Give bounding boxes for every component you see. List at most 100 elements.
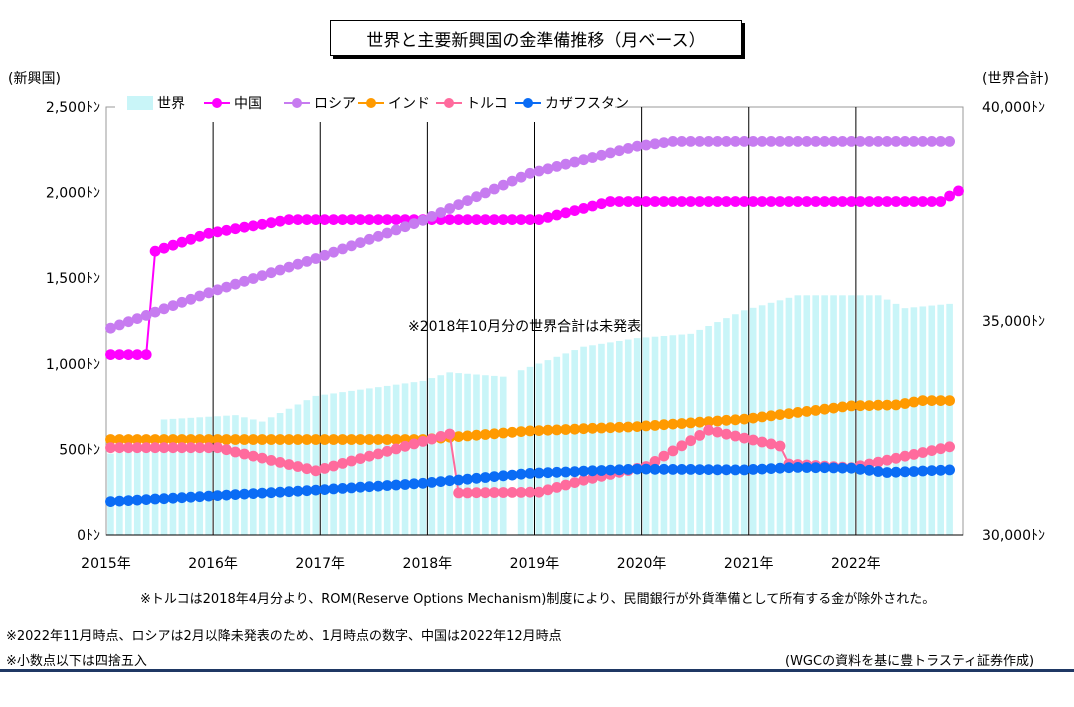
world-bar [892, 303, 900, 535]
china-point [122, 349, 134, 360]
india-point [167, 434, 179, 445]
turkey-point [872, 456, 884, 468]
kazakhstan-point [149, 493, 161, 505]
russia-point [497, 179, 509, 191]
china-point [247, 220, 259, 232]
turkey-point [908, 449, 920, 460]
kazakhstan-point [721, 464, 732, 476]
russia-point [256, 270, 268, 281]
india-point [631, 421, 643, 432]
india-point [319, 434, 331, 445]
kazakhstan-point [944, 464, 955, 476]
kazakhstan-point [462, 473, 473, 485]
world-bar [267, 417, 275, 535]
china-point [310, 214, 322, 226]
china-point [721, 196, 732, 207]
india-point [872, 399, 884, 411]
world-bar [214, 416, 221, 535]
india-point [194, 434, 206, 445]
russia-point [471, 191, 482, 203]
india-point [212, 434, 224, 445]
kazakhstan-point [524, 468, 536, 479]
turkey-point [587, 472, 598, 484]
turkey-point [301, 463, 313, 475]
russia-point [337, 243, 348, 255]
russia-point [506, 175, 518, 187]
india-point [649, 420, 661, 431]
russia-point [230, 278, 241, 290]
world-bar [258, 421, 266, 535]
russia-point [176, 296, 188, 308]
india-point [533, 425, 545, 436]
india-point [158, 434, 170, 445]
china-point [506, 214, 518, 226]
india-point [613, 421, 625, 433]
china-point [640, 196, 652, 207]
india-point [738, 413, 750, 425]
turkey-point [408, 438, 420, 450]
turkey-point [676, 440, 688, 452]
kazakhstan-point [863, 464, 875, 476]
russia-point [667, 136, 679, 147]
world-bar [571, 350, 578, 535]
world-bar [580, 346, 587, 535]
russia-point [551, 161, 563, 172]
kazakhstan-point [622, 464, 634, 475]
kazakhstan-point [506, 469, 518, 481]
world-bar [946, 303, 953, 535]
china-point [712, 196, 723, 207]
india-point [346, 434, 357, 445]
turkey-point [569, 477, 581, 488]
china-point [792, 196, 804, 207]
china-point [676, 196, 688, 207]
kazakhstan-point [480, 472, 491, 483]
turkey-point [488, 487, 500, 498]
china-point [444, 214, 456, 226]
kazakhstan-point [274, 486, 286, 498]
legend-label: カザフスタン [545, 96, 629, 112]
kazakhstan-point [676, 464, 688, 475]
russia-point [328, 246, 339, 258]
india-point [328, 434, 339, 445]
kazakhstan-point [105, 496, 116, 507]
kazakhstan-point [194, 491, 206, 503]
russia-point [810, 136, 822, 147]
india-point [810, 405, 822, 416]
india-point [114, 434, 125, 445]
legend-label: インド [388, 96, 430, 112]
turkey-point [658, 450, 670, 462]
turkey-point [319, 463, 331, 474]
world-bar [401, 383, 409, 535]
world-bar [865, 295, 873, 535]
kazakhstan-point [114, 495, 125, 507]
russia-point [462, 195, 473, 207]
china-point [488, 214, 500, 226]
world-bar [598, 343, 605, 535]
india-point [372, 434, 384, 445]
kazakhstan-point [890, 466, 902, 478]
turkey-point [194, 442, 206, 454]
china-point [381, 214, 393, 226]
kazakhstan-point [828, 462, 839, 474]
turkey-point [560, 479, 572, 491]
china-point [863, 196, 875, 207]
china-point [194, 230, 206, 242]
kazakhstan-point [854, 463, 866, 475]
world-bar [687, 333, 695, 535]
russia-point [408, 218, 420, 230]
world-bar [553, 356, 561, 535]
turkey-point [399, 440, 411, 452]
kazakhstan-point [551, 466, 563, 478]
china-point [274, 215, 286, 227]
india-point [381, 434, 393, 445]
india-point [301, 434, 313, 445]
world-bar [660, 335, 668, 535]
russia-point [676, 136, 688, 147]
left-tick-label: 0ﾄﾝ [77, 528, 100, 544]
china-point [667, 196, 679, 207]
china-point [738, 196, 750, 207]
world-bar [589, 345, 596, 535]
russia-point [587, 152, 598, 163]
world-bar [723, 318, 730, 535]
kazakhstan-point [239, 488, 250, 500]
